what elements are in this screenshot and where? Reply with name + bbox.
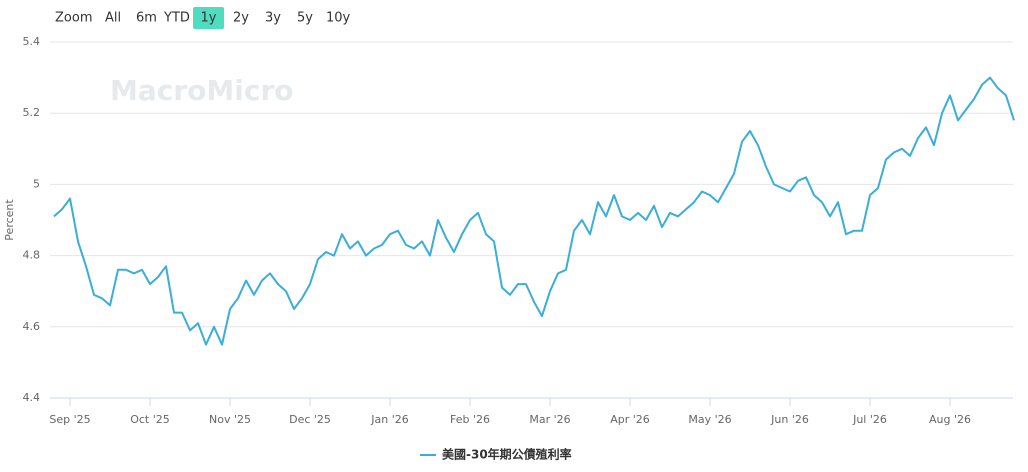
range-button[interactable]: YTD [163, 11, 190, 26]
x-tick-label: May '26 [688, 413, 731, 426]
x-tick-label: Jun '26 [770, 413, 809, 426]
zoom-label: Zoom [55, 11, 92, 26]
data-line [53, 76, 1015, 346]
x-tick-label: Oct '25 [130, 413, 170, 426]
y-tick-label: 4.6 [23, 320, 41, 333]
range-button[interactable]: All [105, 11, 121, 26]
x-tick-label: Nov '25 [209, 413, 251, 426]
range-button[interactable]: 10y [326, 11, 351, 26]
x-tick-label: Dec '25 [289, 413, 331, 426]
y-tick-label: 5.4 [23, 35, 41, 48]
y-tick-label: 5.2 [23, 106, 41, 119]
x-tick-label: Sep '25 [49, 413, 90, 426]
x-tick-label: Aug '26 [929, 413, 971, 426]
range-button[interactable]: 6m [136, 11, 157, 26]
x-tick-label: Feb '26 [450, 413, 490, 426]
range-button-bg[interactable] [193, 7, 224, 29]
x-tick-label: Mar '26 [529, 413, 570, 426]
range-button[interactable]: 5y [297, 11, 313, 26]
x-tick-label: Apr '26 [610, 413, 650, 426]
x-tick-label: Jul '26 [852, 413, 887, 426]
y-axis-label: Percent [3, 199, 16, 241]
y-tick-label: 4.4 [23, 391, 41, 404]
range-button[interactable]: 1y [201, 11, 217, 26]
range-button[interactable]: 2y [233, 11, 249, 26]
x-tick-label: Jan '26 [370, 413, 408, 426]
y-tick-label: 4.8 [23, 249, 41, 262]
watermark: MacroMicro [110, 74, 294, 107]
y-tick-label: 5 [33, 177, 40, 190]
range-button[interactable]: 3y [265, 11, 281, 26]
legend-label[interactable]: 美國-30年期公債殖利率 [442, 447, 572, 462]
